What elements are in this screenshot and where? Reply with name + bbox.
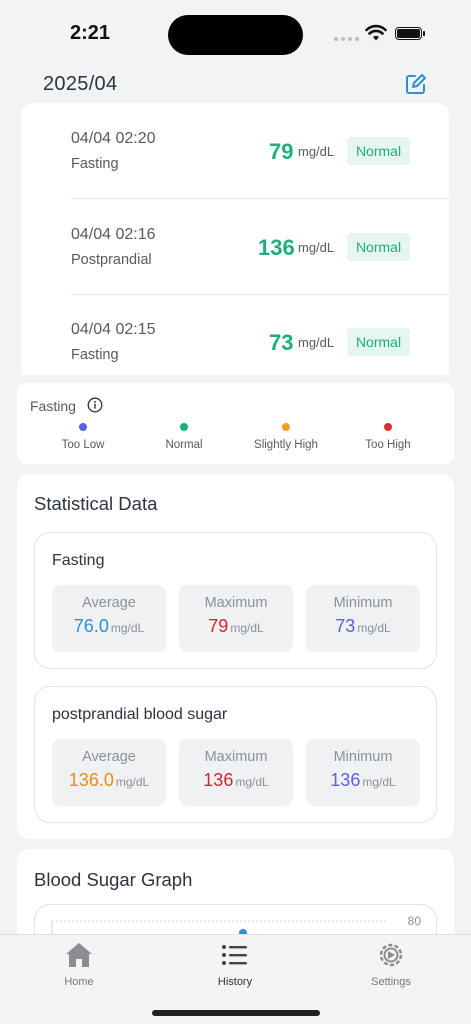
stat-value: 136 — [203, 770, 234, 790]
stat-label: Maximum — [204, 749, 268, 765]
stat-unit: mg/dL — [115, 775, 150, 789]
legend-label: Normal — [165, 439, 203, 451]
stat-label: Minimum — [333, 595, 393, 611]
record-row[interactable]: 04/04 02:20 Fasting 79 mg/dL Normal — [21, 103, 449, 199]
status-badge: Normal — [347, 328, 410, 356]
tab-settings[interactable]: Settings — [346, 941, 436, 988]
stat-unit: mg/dL — [110, 621, 145, 635]
stat-average: Average 76.0 mg/dL — [52, 585, 166, 652]
record-unit: mg/dL — [298, 144, 335, 159]
stat-value: 73 — [335, 616, 356, 636]
stat-unit: mg/dL — [357, 621, 391, 635]
status-bar: 2:21 — [0, 0, 471, 66]
fasting-stats-group: Fasting Average 76.0 mg/dL Maximum 79 mg/d… — [34, 532, 437, 669]
divider — [71, 294, 449, 295]
divider — [71, 198, 449, 199]
month-title: 2025/04 — [43, 73, 118, 95]
stat-maximum: Maximum 79 mg/dL — [179, 585, 293, 652]
legend-label: Too High — [365, 439, 411, 451]
tab-history[interactable]: History — [190, 941, 280, 988]
tab-bar: Home History Settings — [0, 934, 471, 1024]
record-meal: Fasting — [71, 347, 119, 363]
legend-title: Fasting — [30, 398, 76, 414]
legend-dot — [282, 423, 290, 431]
stat-label: Average — [82, 749, 136, 765]
record-datetime: 04/04 02:16 — [71, 226, 156, 243]
legend-dot — [180, 423, 188, 431]
record-meal: Fasting — [71, 156, 119, 172]
stat-value: 76.0 — [73, 616, 109, 636]
record-meal: Postprandial — [71, 252, 152, 268]
legend-item-too-high: Too High — [338, 423, 438, 451]
tab-home[interactable]: Home — [34, 941, 124, 988]
wifi-icon — [365, 24, 387, 41]
tab-label: Home — [64, 976, 94, 988]
statistics-title: Statistical Data — [34, 493, 158, 514]
record-value: 136 — [258, 235, 295, 260]
legend-item-normal: Normal — [134, 423, 234, 451]
stat-unit: mg/dL — [362, 775, 396, 789]
edit-icon[interactable] — [405, 73, 427, 95]
stat-minimum: Minimum 136 mg/dL — [306, 739, 420, 806]
stat-unit: mg/dL — [230, 621, 264, 635]
stat-unit: mg/dL — [235, 775, 269, 789]
stat-label: Maximum — [204, 595, 268, 611]
tab-label: History — [217, 976, 253, 988]
stat-value: 136 — [330, 770, 361, 790]
battery-icon — [395, 27, 425, 40]
record-row[interactable]: 04/04 02:15 Fasting 73 mg/dL Normal — [21, 294, 449, 375]
stat-value: 136.0 — [68, 770, 114, 790]
records-list: 04/04 02:20 Fasting 79 mg/dL Normal 04/0… — [21, 103, 449, 375]
stat-maximum: Maximum 136 mg/dL — [179, 739, 293, 806]
stat-value: 79 — [208, 616, 229, 636]
gear-icon — [379, 943, 403, 967]
legend-dot — [79, 423, 87, 431]
home-icon — [66, 943, 92, 967]
list-icon — [222, 945, 247, 965]
stat-group-title: Fasting — [52, 552, 105, 569]
record-datetime: 04/04 02:20 — [71, 130, 156, 147]
stat-label: Minimum — [333, 749, 393, 765]
record-unit: mg/dL — [298, 240, 335, 255]
statistics-card: Statistical Data Fasting Average 76.0 mg/… — [17, 474, 454, 839]
legend-label: Too Low — [61, 439, 105, 451]
record-unit: mg/dL — [298, 335, 335, 350]
tab-label: Settings — [371, 976, 411, 988]
legend-card: Fasting Too Low Normal Slightly High Too… — [17, 383, 454, 464]
stat-average: Average 136.0 mg/dL — [52, 739, 166, 806]
dynamic-island — [168, 15, 303, 55]
record-value: 73 — [269, 330, 294, 355]
stat-group-title: postprandial blood sugar — [52, 706, 228, 723]
status-badge: Normal — [347, 233, 410, 261]
graph-tick-label: 80 — [408, 914, 422, 928]
postprandial-stats-group: postprandial blood sugar Average 136.0 mg… — [34, 686, 437, 823]
status-time: 2:21 — [70, 22, 111, 44]
status-badge: Normal — [347, 137, 410, 165]
legend-item-too-low: Too Low — [33, 423, 133, 451]
info-icon[interactable] — [87, 397, 103, 413]
home-indicator — [152, 1010, 320, 1016]
record-datetime: 04/04 02:15 — [71, 321, 156, 338]
cellular-signal-icon — [334, 37, 359, 41]
record-row[interactable]: 04/04 02:16 Postprandial 136 mg/dL Norma… — [21, 199, 449, 295]
legend-dot — [384, 423, 392, 431]
graph-title: Blood Sugar Graph — [34, 869, 193, 890]
stat-label: Average — [82, 595, 136, 611]
stat-minimum: Minimum 73 mg/dL — [306, 585, 420, 652]
legend-label: Slightly High — [254, 439, 318, 451]
legend-item-slightly-high: Slightly High — [236, 423, 336, 451]
record-value: 79 — [269, 139, 294, 164]
